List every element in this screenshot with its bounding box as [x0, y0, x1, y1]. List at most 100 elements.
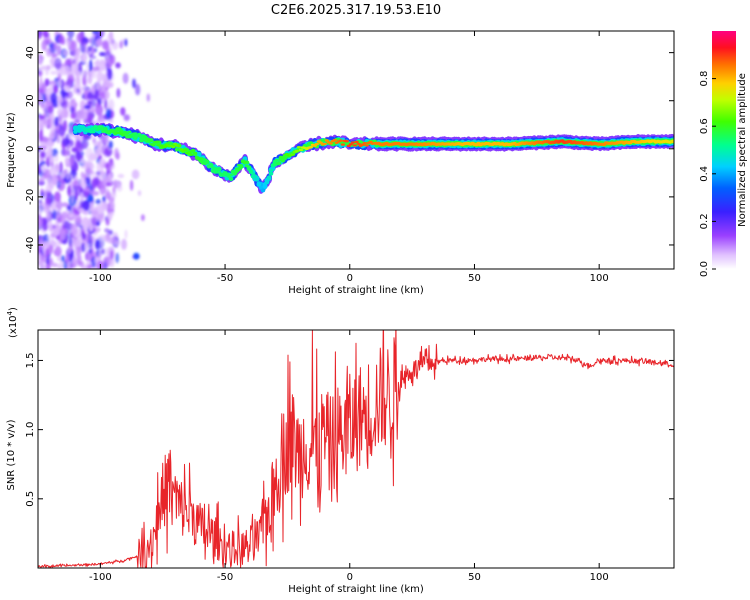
noise-blob [122, 72, 129, 84]
spectrogram-ridge [72, 122, 674, 194]
noise-blob [72, 181, 80, 190]
noise-blob [96, 161, 104, 173]
noise-blob [93, 226, 101, 233]
noise-blob [108, 118, 114, 124]
noise-blob [131, 169, 140, 180]
noise-blob [67, 31, 75, 38]
noise-blob [104, 57, 112, 69]
ridge-blob [143, 139, 148, 142]
noise-blob [64, 95, 69, 102]
noise-blob [59, 161, 63, 173]
ridge-blob [183, 149, 188, 152]
y-tick-label: 20 [25, 94, 36, 107]
y-tick-label: -40 [25, 237, 36, 253]
spectrogram-y-label: Frequency (Hz) [6, 112, 17, 188]
colorbar-label: Normalized spectral amplitude [737, 73, 748, 227]
ridge-blob [266, 175, 272, 180]
x-tick-label: 50 [468, 273, 481, 284]
noise-blob [91, 47, 96, 54]
noise-blob [83, 104, 91, 110]
snr-y-ticks: 0.5 1.0 1.5 [25, 352, 674, 507]
ridge-blob [252, 174, 258, 179]
noise-blob [56, 80, 62, 87]
noise-blob [48, 244, 54, 255]
ridge-blob [137, 134, 142, 137]
noise-blob [84, 252, 89, 261]
ridge-blob [73, 129, 78, 134]
noise-blob [44, 187, 50, 193]
x-tick-label: -100 [89, 273, 112, 284]
noise-blob [50, 70, 57, 75]
noise-blob [96, 78, 102, 91]
noise-blob [81, 93, 85, 100]
noise-blob [86, 161, 95, 171]
noise-blob [82, 76, 86, 86]
noise-blob [80, 242, 86, 253]
noise-blob [92, 31, 99, 35]
noise-blob [62, 49, 69, 57]
ridge-blob [232, 172, 238, 175]
noise-blob [101, 234, 106, 241]
noise-blob [78, 86, 85, 92]
noise-blob [39, 151, 46, 159]
noise-blob [38, 115, 46, 120]
noise-blob [64, 209, 70, 219]
snr-panel: -100 -50 0 50 100 0.5 1.0 1.5 Height of straig… [6, 307, 675, 595]
noise-blob [110, 192, 117, 199]
noise-blob [40, 263, 47, 269]
noise-blob [133, 252, 140, 260]
x-tick-label: -50 [217, 572, 233, 583]
noise-blob [44, 78, 50, 87]
spectrogram-noise [38, 31, 150, 269]
ridge-blob [163, 145, 168, 148]
noise-blob [54, 246, 62, 257]
noise-blob [87, 193, 94, 203]
noise-blob [87, 264, 93, 269]
ridge-blob [189, 153, 194, 156]
snr-x-ticks: -100 -50 0 50 100 [89, 330, 609, 583]
noise-blob [114, 252, 120, 264]
noise-blob [40, 191, 45, 199]
ridge-blob [328, 142, 333, 145]
noise-blob [56, 45, 62, 56]
ridge-blob [250, 172, 256, 175]
ridge-blob [296, 146, 301, 149]
ridge-blob [174, 147, 180, 152]
ridge-blob [221, 173, 226, 176]
noise-blob [110, 201, 115, 210]
spectrogram-panel: -100 -50 0 50 100 -40 -20 0 20 40 Height of stra… [6, 30, 675, 296]
noise-blob [106, 212, 111, 220]
noise-blob [49, 167, 58, 175]
ridge-blob [103, 127, 108, 131]
noise-blob [38, 202, 46, 211]
noise-blob [74, 179, 78, 184]
x-tick-label: 0 [347, 572, 353, 583]
noise-blob [38, 56, 43, 65]
ridge-blob [274, 158, 279, 162]
noise-blob [57, 108, 65, 117]
noise-blob [46, 139, 53, 151]
noise-blob [75, 52, 81, 62]
noise-blob [90, 36, 95, 49]
noise-blob [135, 83, 141, 96]
ridge-blob [191, 149, 196, 152]
noise-blob [69, 156, 75, 166]
noise-blob [106, 81, 114, 88]
ridge-blob [350, 141, 355, 144]
noise-blob [42, 119, 49, 125]
ridge-blob [99, 128, 104, 131]
noise-blob [50, 262, 59, 268]
noise-blob [82, 200, 90, 212]
ridge-blob [193, 151, 198, 155]
snr-multiplier-base: (x10 [8, 315, 19, 338]
noise-blob [83, 69, 88, 79]
noise-blob [109, 38, 115, 46]
noise-blob [96, 213, 105, 223]
noise-blob [57, 225, 62, 230]
noise-blob [54, 191, 61, 202]
x-tick-label: -50 [217, 273, 233, 284]
snr-multiplier-close: ) [8, 307, 19, 311]
x-tick-label: 100 [590, 273, 609, 284]
ridge-blob [260, 188, 266, 193]
noise-blob [53, 42, 58, 50]
